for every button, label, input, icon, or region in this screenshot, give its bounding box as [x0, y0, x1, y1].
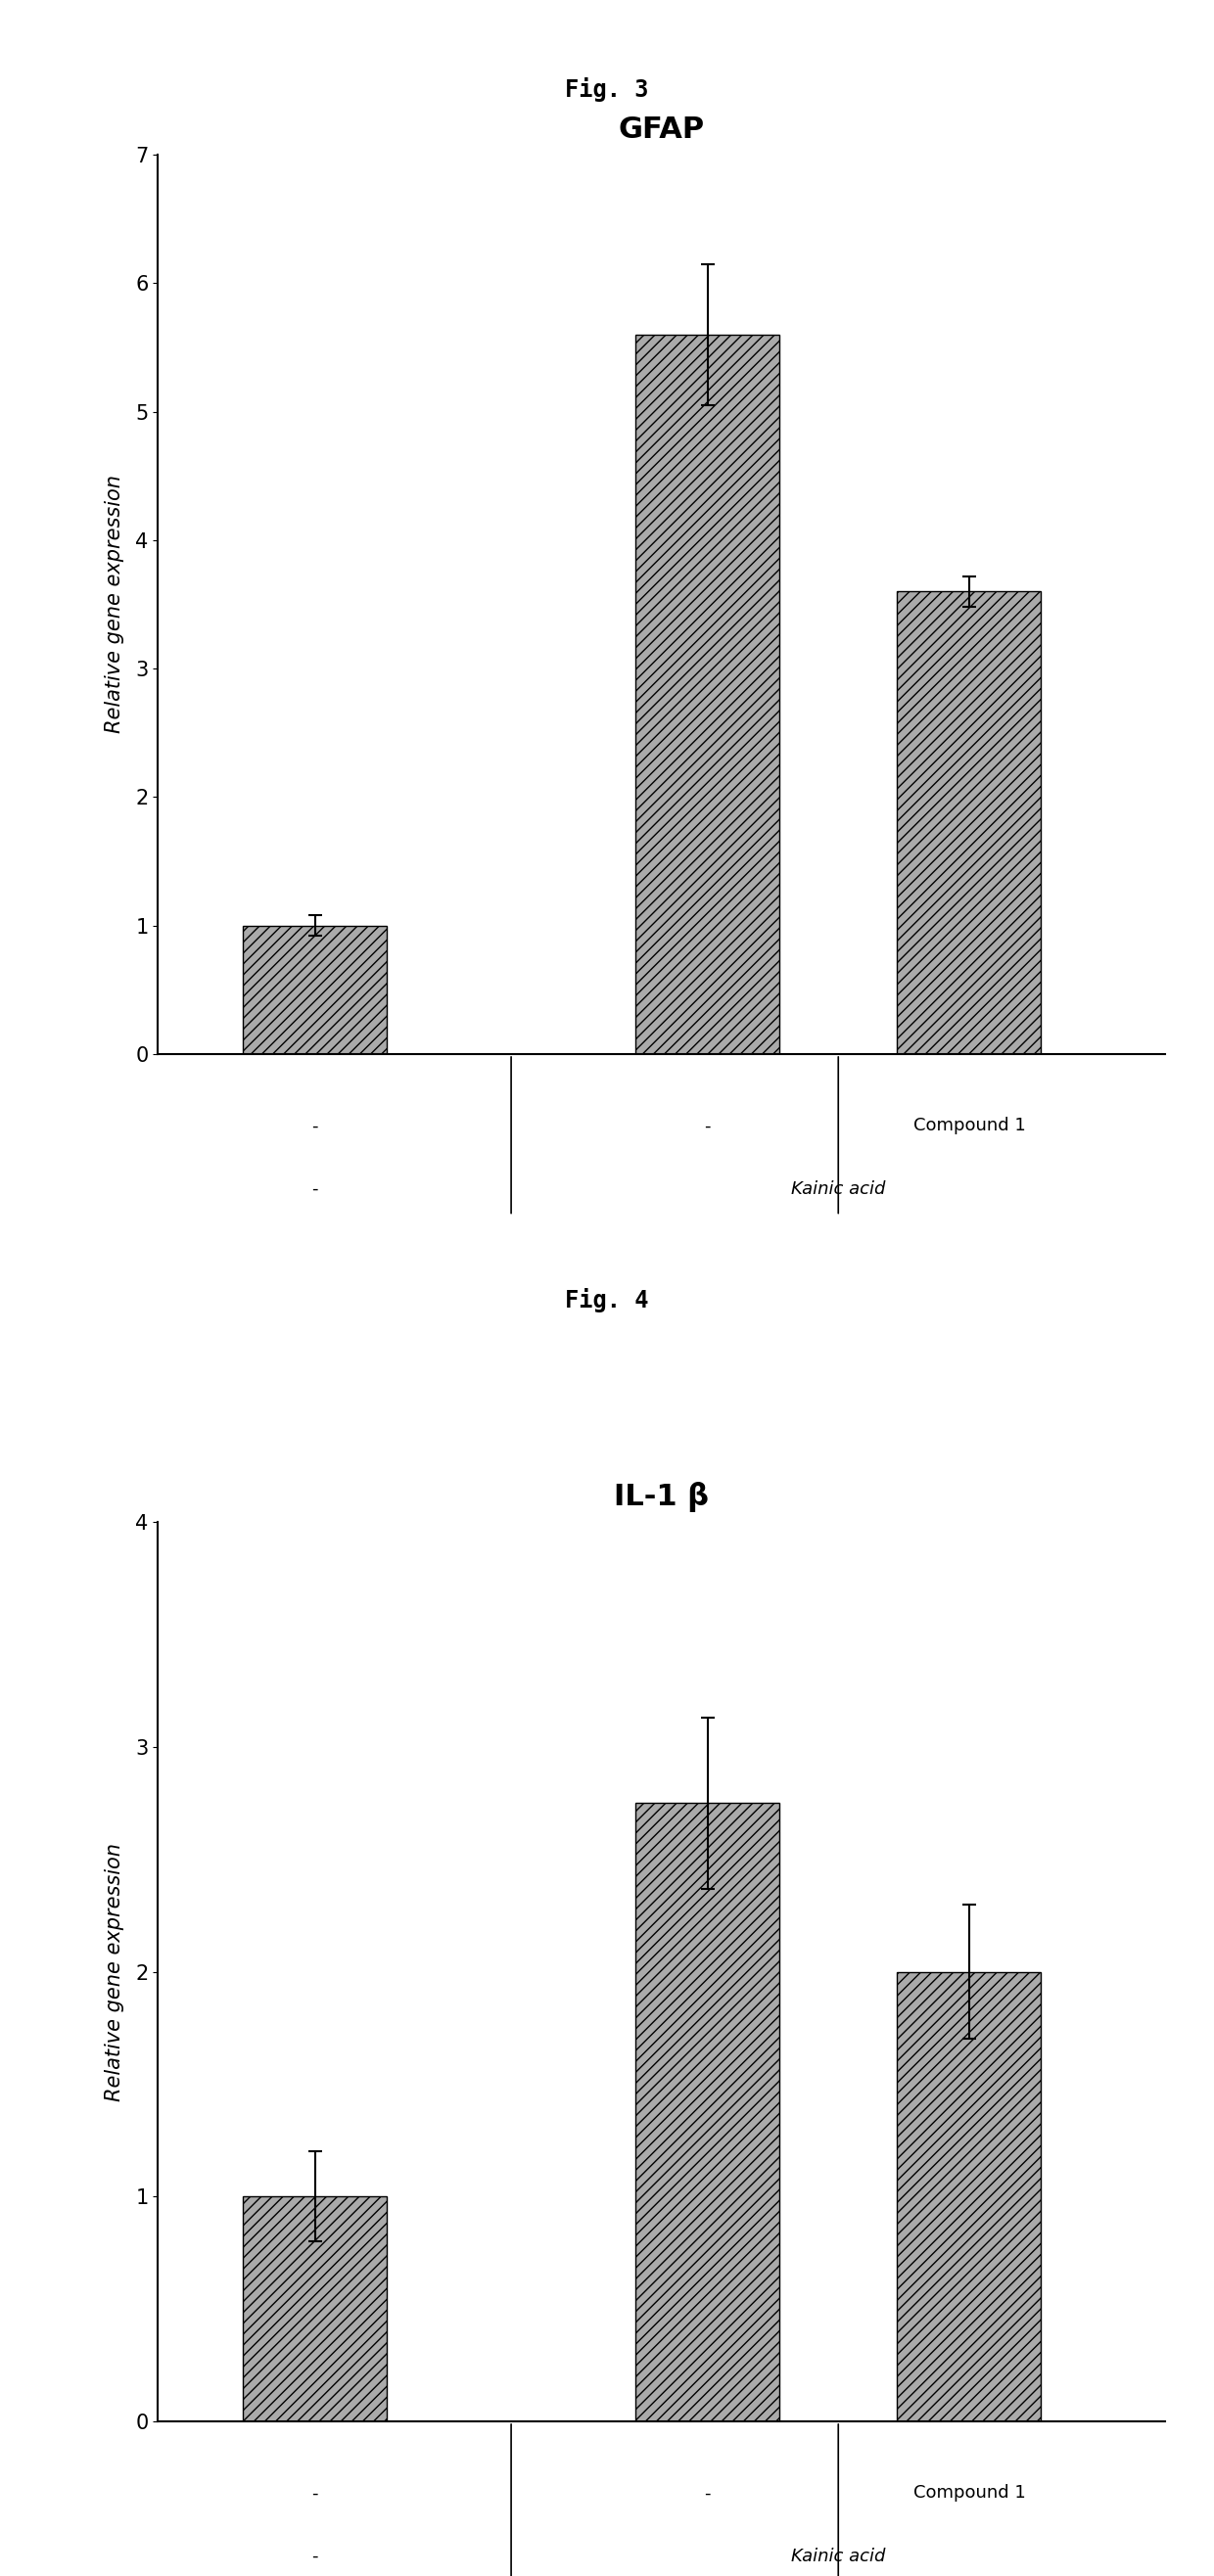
Text: -: -	[312, 1180, 318, 1198]
Bar	[897, 1971, 1042, 2421]
Text: Kainic acid: Kainic acid	[792, 1180, 885, 1198]
Bar	[635, 1803, 779, 2421]
Text: -: -	[704, 2483, 710, 2501]
Text: -: -	[312, 2548, 318, 2566]
Text: -: -	[312, 1118, 318, 1133]
Y-axis label: Relative gene expression: Relative gene expression	[104, 474, 124, 734]
Title: IL-1 β: IL-1 β	[614, 1481, 709, 1512]
Text: Compound 1: Compound 1	[913, 2483, 1026, 2501]
Bar	[243, 925, 387, 1054]
Title: GFAP: GFAP	[618, 116, 705, 144]
Bar	[243, 2197, 387, 2421]
Text: Fig. 3: Fig. 3	[566, 77, 648, 100]
Text: -: -	[704, 1118, 710, 1133]
Text: -: -	[312, 2483, 318, 2501]
Text: Fig. 4: Fig. 4	[566, 1288, 648, 1311]
Text: Compound 1: Compound 1	[913, 1118, 1026, 1133]
Bar	[897, 592, 1042, 1054]
Bar	[635, 335, 779, 1054]
Y-axis label: Relative gene expression: Relative gene expression	[104, 1842, 125, 2102]
Text: Kainic acid: Kainic acid	[792, 2548, 885, 2566]
